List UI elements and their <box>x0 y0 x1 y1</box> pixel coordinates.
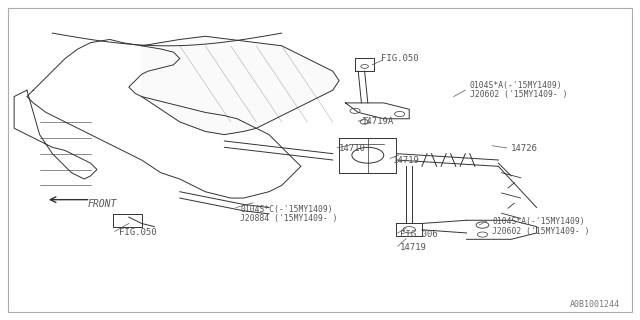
Text: 14710: 14710 <box>339 144 366 153</box>
Text: FIG.050: FIG.050 <box>381 54 418 63</box>
Text: 14719A: 14719A <box>362 117 394 126</box>
Text: FRONT: FRONT <box>88 199 116 209</box>
Text: 14726: 14726 <box>511 144 538 153</box>
Text: 0104S*A(-'15MY1409): 0104S*A(-'15MY1409) <box>492 217 585 226</box>
Text: FIG.006: FIG.006 <box>399 230 437 239</box>
Text: 0104S*C(-'15MY1409): 0104S*C(-'15MY1409) <box>241 205 333 214</box>
Text: J20602 ('15MY1409- ): J20602 ('15MY1409- ) <box>470 91 567 100</box>
Text: A0B1001244: A0B1001244 <box>570 300 620 309</box>
Text: J20602 ('15MY1409- ): J20602 ('15MY1409- ) <box>492 227 589 236</box>
Text: 14719: 14719 <box>399 243 426 252</box>
Text: FIG.050: FIG.050 <box>119 228 157 237</box>
Polygon shape <box>141 36 339 135</box>
Text: 0104S*A(-'15MY1409): 0104S*A(-'15MY1409) <box>470 81 563 90</box>
Text: J20884 ('15MY1409- ): J20884 ('15MY1409- ) <box>241 214 338 223</box>
Text: 14719: 14719 <box>394 156 420 164</box>
